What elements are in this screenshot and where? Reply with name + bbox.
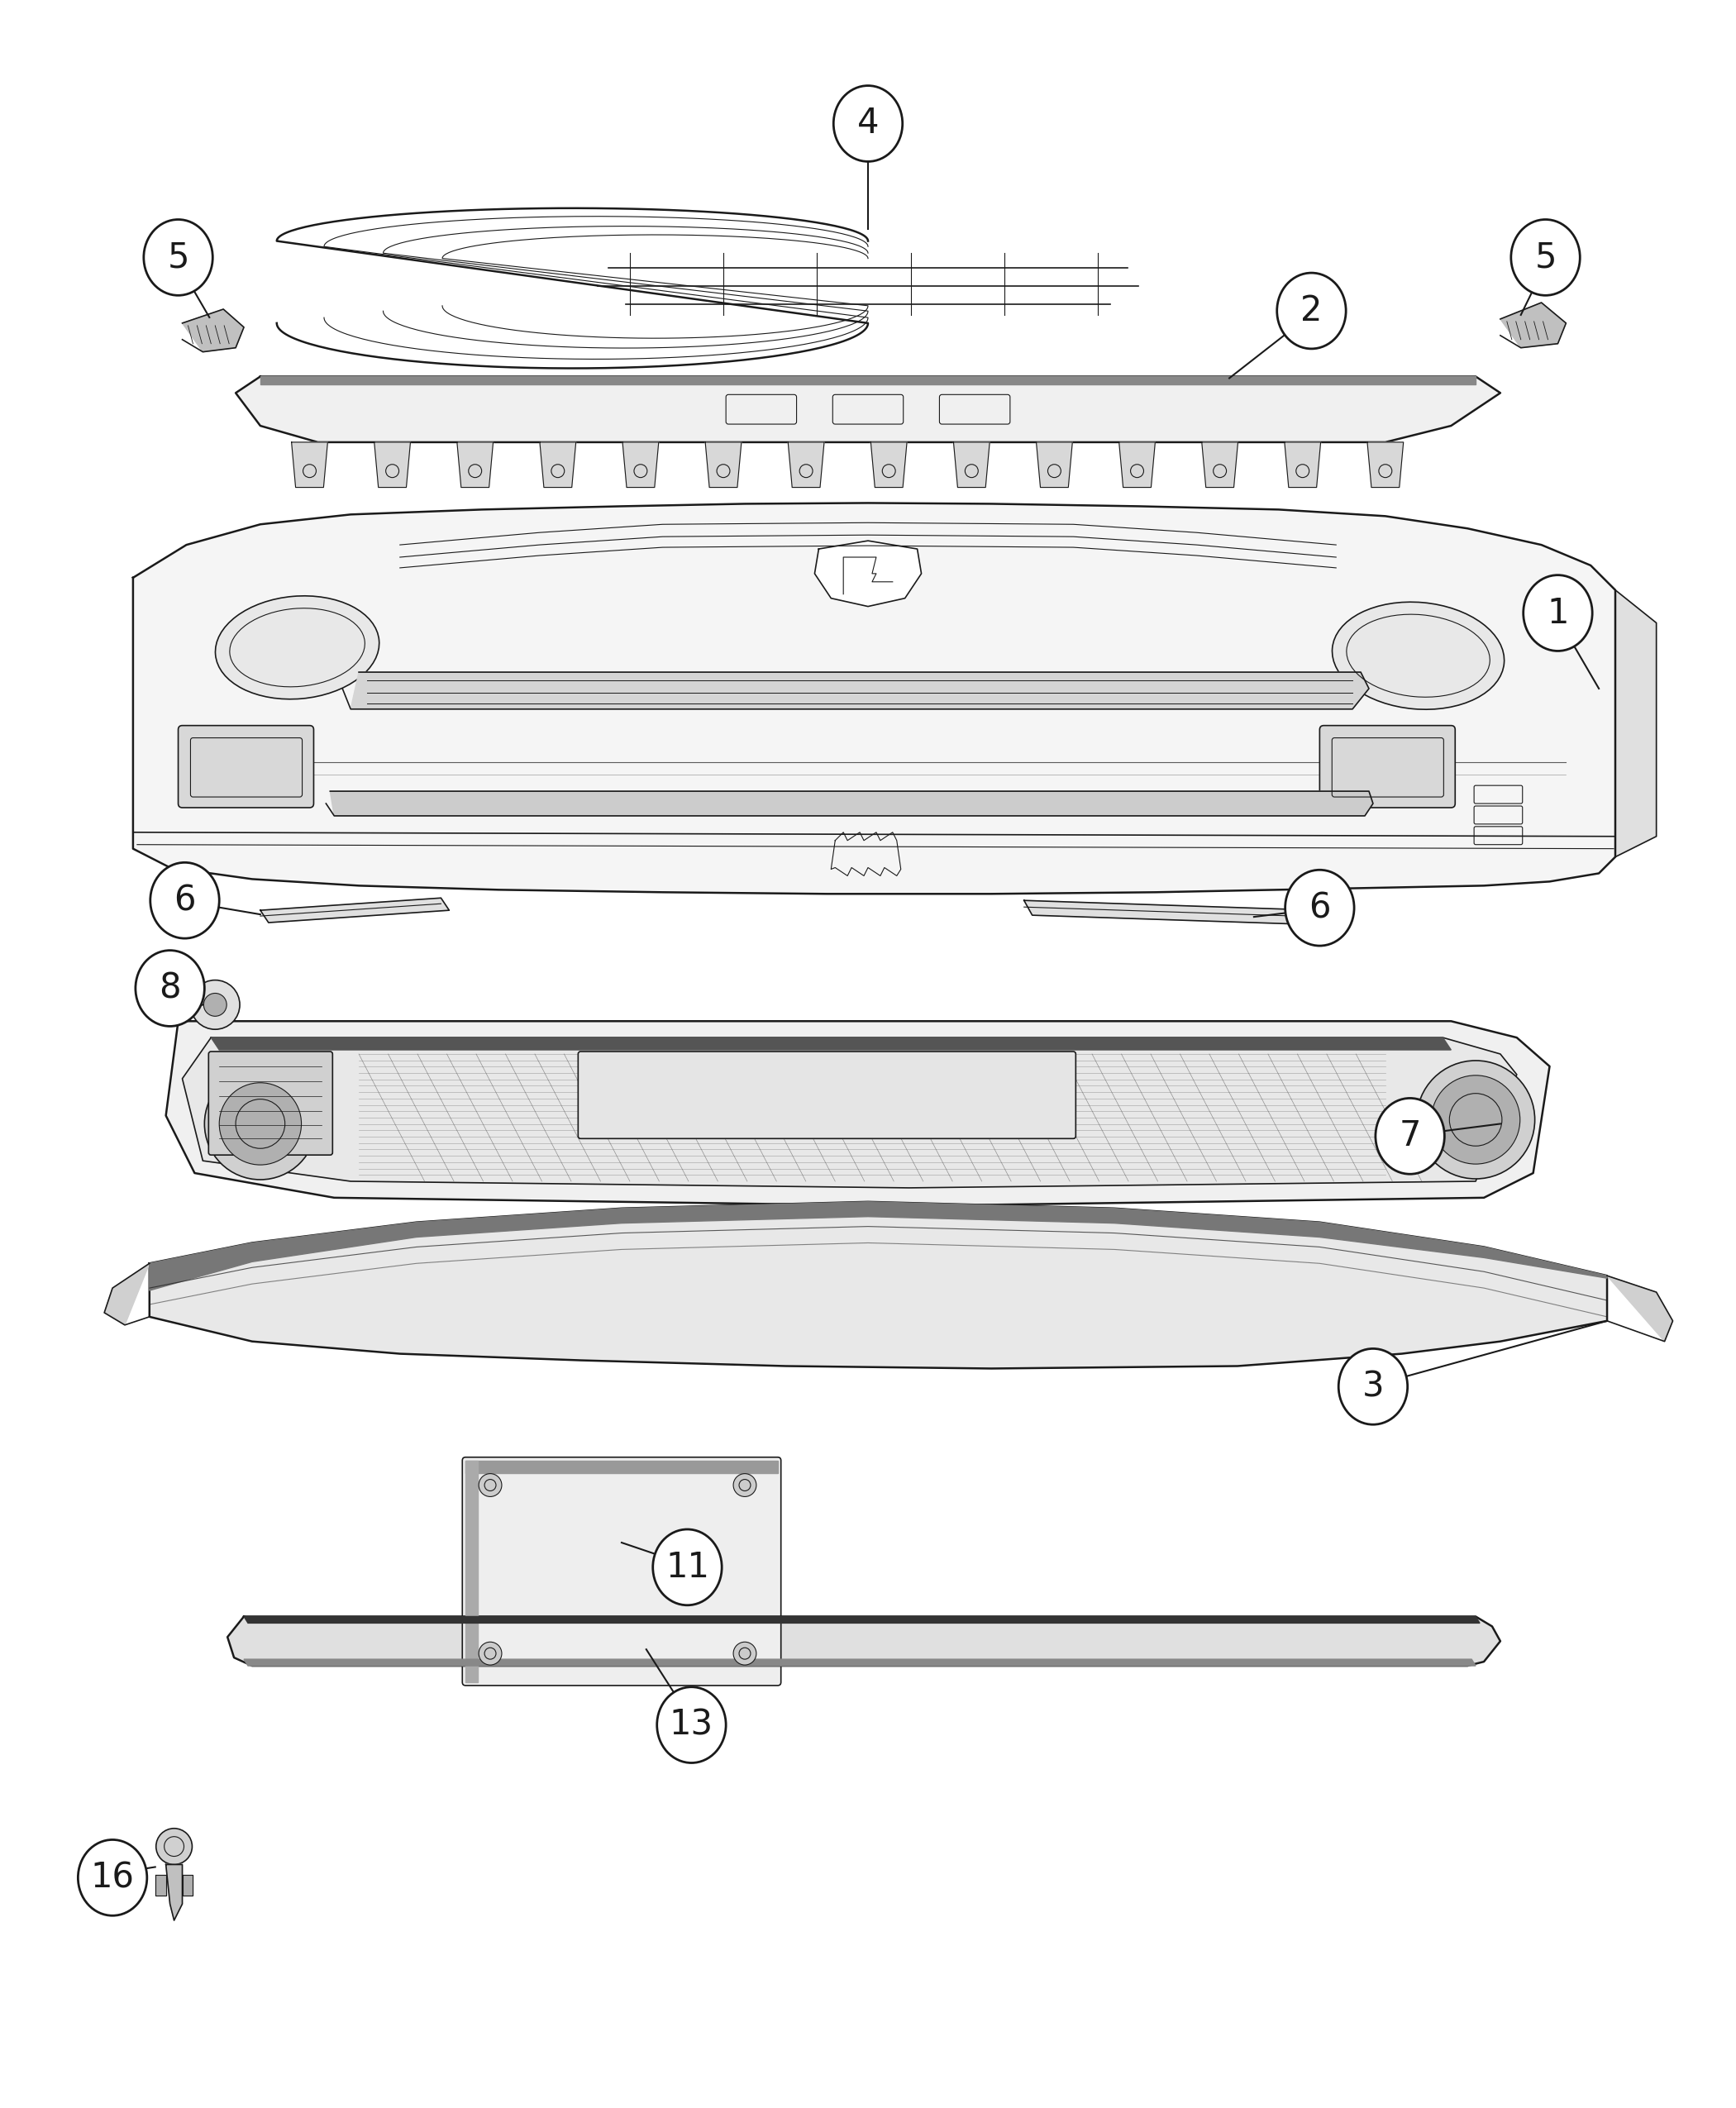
Polygon shape (465, 1461, 477, 1682)
Circle shape (191, 980, 240, 1029)
Polygon shape (155, 1876, 167, 1895)
Polygon shape (149, 1202, 1608, 1290)
Polygon shape (167, 1020, 1550, 1206)
Polygon shape (351, 672, 1370, 708)
Polygon shape (134, 504, 1614, 894)
Ellipse shape (215, 597, 378, 700)
Polygon shape (292, 443, 328, 487)
Polygon shape (623, 443, 658, 487)
Polygon shape (457, 443, 493, 487)
Polygon shape (243, 1659, 1476, 1665)
Polygon shape (260, 377, 1476, 386)
Text: 6: 6 (174, 883, 196, 917)
Polygon shape (276, 209, 868, 369)
Polygon shape (149, 1202, 1608, 1368)
Polygon shape (330, 790, 1373, 816)
Text: 13: 13 (670, 1707, 713, 1743)
Ellipse shape (135, 951, 205, 1027)
Circle shape (219, 1084, 302, 1166)
Polygon shape (227, 1617, 1500, 1665)
Circle shape (479, 1642, 502, 1665)
Ellipse shape (1285, 871, 1354, 946)
Text: 3: 3 (1363, 1370, 1384, 1404)
Ellipse shape (1278, 272, 1345, 348)
Polygon shape (1024, 900, 1328, 925)
Polygon shape (182, 310, 243, 352)
Ellipse shape (653, 1528, 722, 1604)
FancyBboxPatch shape (179, 725, 314, 807)
Polygon shape (1614, 590, 1656, 858)
FancyBboxPatch shape (1319, 725, 1455, 807)
Text: 4: 4 (858, 105, 878, 141)
Polygon shape (182, 1037, 1517, 1187)
Polygon shape (1500, 304, 1566, 348)
Polygon shape (182, 1876, 193, 1895)
Ellipse shape (151, 862, 219, 938)
Circle shape (733, 1473, 757, 1497)
Text: 1: 1 (1547, 597, 1569, 630)
Text: 5: 5 (1535, 240, 1557, 274)
FancyBboxPatch shape (462, 1457, 781, 1686)
Text: 6: 6 (1309, 890, 1330, 925)
Polygon shape (788, 443, 825, 487)
Circle shape (203, 993, 227, 1016)
Ellipse shape (144, 219, 214, 295)
Text: 7: 7 (1399, 1119, 1420, 1153)
Polygon shape (167, 1863, 182, 1920)
Text: 16: 16 (90, 1859, 134, 1895)
FancyBboxPatch shape (578, 1052, 1076, 1138)
Polygon shape (212, 1037, 1451, 1050)
Circle shape (733, 1642, 757, 1665)
Circle shape (156, 1828, 193, 1863)
Polygon shape (236, 377, 1500, 443)
Circle shape (205, 1069, 316, 1180)
Ellipse shape (1522, 575, 1592, 651)
Ellipse shape (833, 86, 903, 162)
Ellipse shape (78, 1840, 148, 1916)
Text: 5: 5 (167, 240, 189, 274)
Polygon shape (465, 1461, 778, 1473)
Polygon shape (1285, 443, 1321, 487)
Circle shape (1417, 1060, 1535, 1178)
Polygon shape (540, 443, 576, 487)
Ellipse shape (1510, 219, 1580, 295)
Polygon shape (1368, 443, 1403, 487)
Text: 8: 8 (160, 972, 181, 1006)
Polygon shape (1201, 443, 1238, 487)
Ellipse shape (656, 1686, 726, 1762)
FancyBboxPatch shape (208, 1052, 333, 1155)
Circle shape (479, 1473, 502, 1497)
Polygon shape (243, 1617, 1479, 1623)
Polygon shape (1120, 443, 1154, 487)
Ellipse shape (1375, 1098, 1444, 1174)
Polygon shape (705, 443, 741, 487)
Polygon shape (1608, 1275, 1674, 1341)
Ellipse shape (1338, 1349, 1408, 1425)
Polygon shape (953, 443, 990, 487)
Circle shape (1432, 1075, 1521, 1164)
Text: 2: 2 (1300, 293, 1323, 329)
Polygon shape (871, 443, 906, 487)
Polygon shape (260, 898, 450, 923)
Polygon shape (1036, 443, 1073, 487)
Ellipse shape (1332, 603, 1503, 710)
Polygon shape (104, 1263, 149, 1326)
Polygon shape (814, 542, 922, 607)
Text: 11: 11 (665, 1549, 710, 1585)
Polygon shape (375, 443, 410, 487)
